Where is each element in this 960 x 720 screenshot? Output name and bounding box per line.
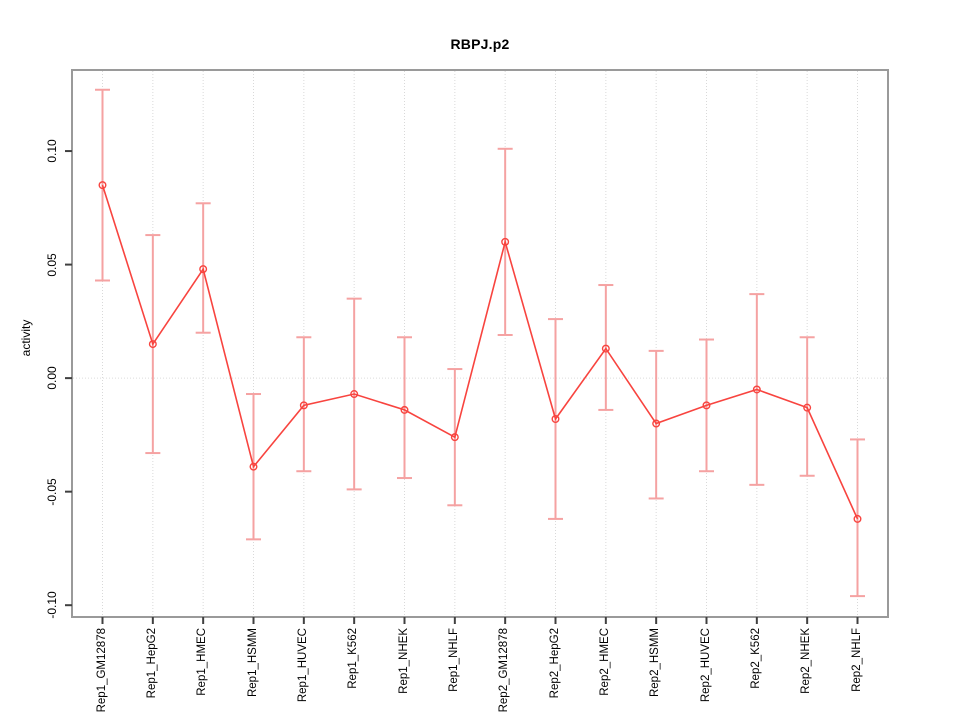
y-tick-label: 0.05 <box>45 252 59 277</box>
x-tick-label: Rep2_HepG2 <box>548 628 561 699</box>
y-tick-label: -0.05 <box>45 477 59 506</box>
data-point <box>752 385 761 394</box>
x-tick-label: Rep2_NHEK <box>800 628 813 694</box>
x-tick-label: Rep1_K562 <box>347 628 360 689</box>
x-tick-label: Rep2_HMEC <box>598 628 611 696</box>
x-tick-label: Rep2_GM12878 <box>498 628 511 713</box>
data-point <box>702 401 711 410</box>
data-point <box>450 433 459 442</box>
data-point <box>501 237 510 246</box>
y-tick-label: -0.10 <box>45 591 59 619</box>
x-tick-label: Rep1_NHLF <box>447 628 460 692</box>
plot-frame <box>71 69 889 618</box>
x-tick-label: Rep2_HUVEC <box>699 628 712 703</box>
data-point <box>601 344 610 353</box>
chart-title: RBPJ.p2 <box>450 36 510 52</box>
data-point <box>350 390 359 399</box>
data-point <box>299 401 308 410</box>
x-tick-label: Rep2_HSMM <box>649 628 662 698</box>
x-tick-label: Rep2_NHLF <box>850 628 863 692</box>
x-tick-label: Rep1_HUVEC <box>296 628 309 703</box>
y-tick-label: 0.10 <box>45 139 59 163</box>
data-point <box>803 403 812 412</box>
data-point <box>148 340 157 349</box>
data-point <box>199 265 208 274</box>
series-line <box>101 184 859 520</box>
data-point <box>853 514 862 523</box>
data-point <box>98 181 107 190</box>
x-tick-label: Rep1_HepG2 <box>145 628 158 699</box>
x-tick-label: Rep1_GM12878 <box>95 628 108 713</box>
data-point <box>249 462 258 471</box>
x-tick-label: Rep1_HMEC <box>196 628 209 696</box>
x-tick-label: Rep1_NHEK <box>397 628 410 694</box>
x-tick-label: Rep1_HSMM <box>246 628 259 698</box>
data-point <box>551 414 560 423</box>
data-point <box>652 419 661 428</box>
y-tick-label: 0.00 <box>45 366 59 390</box>
x-tick-label: Rep2_K562 <box>749 628 762 689</box>
data-point <box>400 405 409 414</box>
